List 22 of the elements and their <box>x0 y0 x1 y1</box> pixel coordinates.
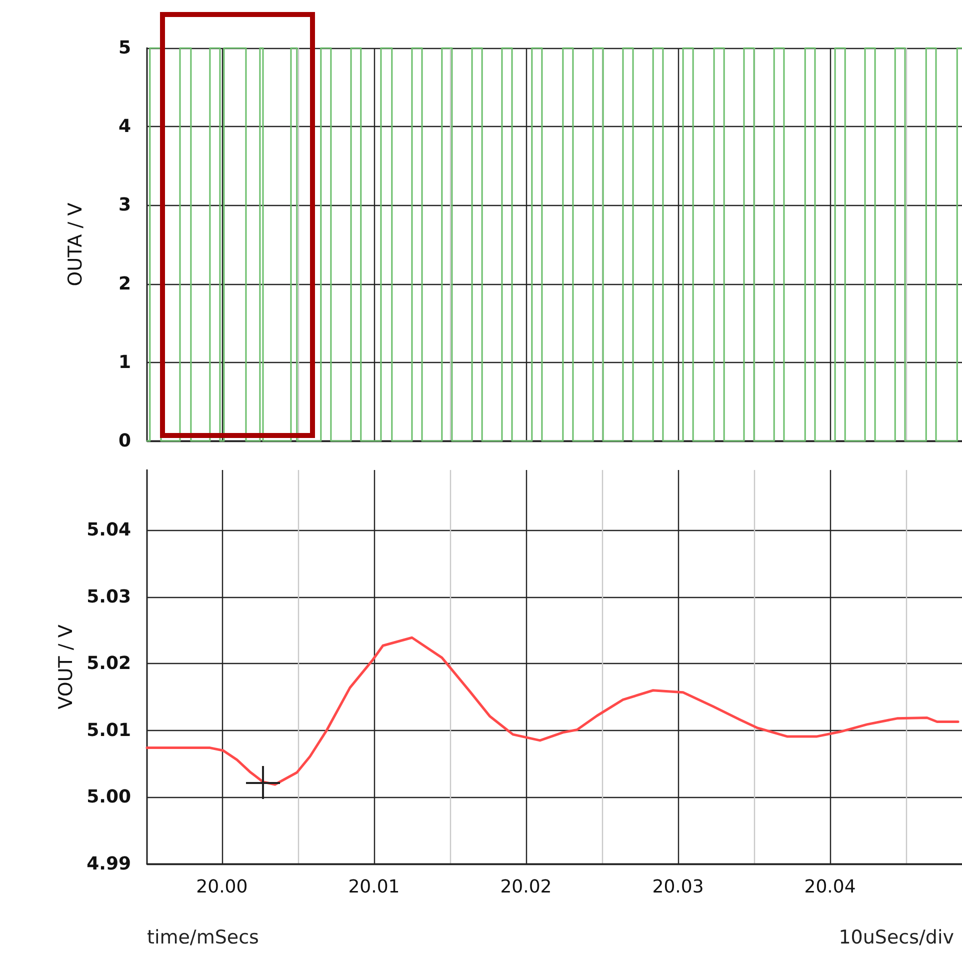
y-tick-label: 5.04 <box>86 520 131 541</box>
y-axis-title: OUTA / V <box>64 202 86 286</box>
y-axis-title: VOUT / V <box>55 624 78 710</box>
y-tick-label: 4.99 <box>86 854 131 874</box>
x-tick-label: 20.03 <box>652 876 704 898</box>
y-tick-label: 5 <box>118 38 131 58</box>
y-tick-label: 5.01 <box>86 720 131 741</box>
y-tick-label: 3 <box>118 194 131 216</box>
y-tick-label: 5.00 <box>86 786 131 808</box>
y-tick-label: 1 <box>118 352 131 373</box>
x-tick-label: 20.00 <box>196 876 248 898</box>
x-tick-label: 20.02 <box>500 876 552 898</box>
y-tick-label: 4 <box>118 116 131 138</box>
text: time/mSecs <box>147 926 259 948</box>
x-tick-label: 20.01 <box>348 876 400 898</box>
x-tick-label: 20.04 <box>804 876 856 898</box>
line-series <box>146 636 960 786</box>
text: 10uSecs/div <box>838 926 954 948</box>
y-tick-label: 2 <box>118 273 131 294</box>
y-tick-label: 0 <box>118 430 131 452</box>
y-tick-label: 5.03 <box>86 586 131 608</box>
y-tick-label: 5.02 <box>86 653 131 674</box>
